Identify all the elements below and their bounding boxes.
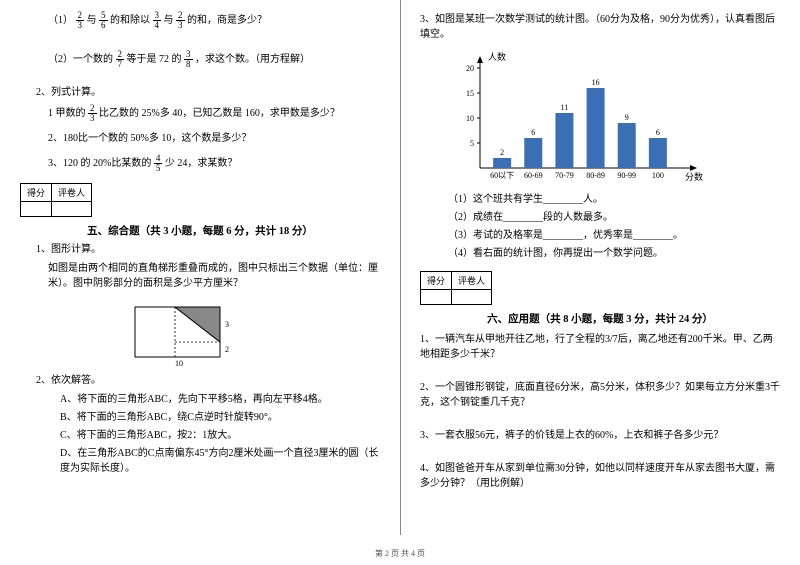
svg-text:60以下: 60以下 bbox=[490, 171, 514, 180]
right-column: 3、如图是某班一次数学测试的统计图。（60分为及格，90分为优秀），认真看图后填… bbox=[400, 0, 800, 565]
frac-4: 23 bbox=[176, 11, 185, 30]
s5-q2-c: C、将下面的三角形ABC，按2：1放大。 bbox=[60, 428, 380, 443]
svg-text:100: 100 bbox=[652, 171, 664, 180]
s5-q2: 2、依次解答。 bbox=[36, 373, 380, 388]
svg-text:80-89: 80-89 bbox=[586, 171, 605, 180]
s5-q1: 1、图形计算。 bbox=[36, 242, 380, 257]
s6-q1: 1、一辆汽车从甲地开往乙地，行了全程的3/7后，离乙地还有200千米。甲、乙两地… bbox=[420, 332, 780, 362]
svg-text:60-69: 60-69 bbox=[524, 171, 543, 180]
s6-q4: 4、如图爸爸开车从家到单位需30分钟，如他以同样速度开车从家去图书大厦，需多少分… bbox=[420, 461, 780, 491]
section-5-header: 得分评卷人 bbox=[20, 183, 380, 217]
q2-1-b: 比乙数的 25%多 40，已知乙数是 160，求甲数是多少？ bbox=[99, 108, 340, 119]
s6-q3: 3、一套衣服56元，裤子的价钱是上衣的60%，上衣和裤子各多少元？ bbox=[420, 428, 780, 443]
s5-q1-desc: 如图是由两个相同的直角梯形重叠而成的，图中只标出三个数据（单位：厘米）。图中阴影… bbox=[48, 261, 380, 291]
frac-1: 23 bbox=[76, 11, 85, 30]
svg-text:9: 9 bbox=[625, 113, 629, 122]
r-q3: 3、如图是某班一次数学测试的统计图。（60分为及格，90分为优秀），认真看图后填… bbox=[420, 12, 780, 42]
q2-3-b: 少 24，求某数？ bbox=[165, 158, 238, 169]
score-label-6: 得分 bbox=[421, 272, 452, 290]
s5-q2-d: D、在三角形ABC的C点南偏东45°方向2厘米处画一个直径3厘米的圆（长度为实际… bbox=[60, 446, 380, 476]
page-footer: 第 2 页 共 4 页 bbox=[0, 548, 800, 559]
svg-text:6: 6 bbox=[531, 128, 535, 137]
marker-label: 评卷人 bbox=[52, 184, 92, 202]
trap-label-1: 3 bbox=[225, 320, 229, 329]
svg-text:90-99: 90-99 bbox=[617, 171, 636, 180]
score-label: 得分 bbox=[21, 184, 52, 202]
q1-2-b: 等于是 72 的 bbox=[127, 54, 182, 65]
svg-text:15: 15 bbox=[466, 89, 474, 98]
q1-2-c: ，求这个数。（用方程解） bbox=[195, 54, 310, 65]
score-box-6: 得分评卷人 bbox=[420, 271, 492, 305]
r-q3-2: （2）成绩在________段的人数最多。 bbox=[448, 210, 780, 225]
r-q3-1: （1）这个班共有学生________人。 bbox=[448, 192, 780, 207]
frac-2: 56 bbox=[99, 11, 108, 30]
trapezoid-figure: 3 2 10 bbox=[120, 297, 240, 367]
svg-text:10: 10 bbox=[466, 114, 474, 123]
q1-1-b: 的和除以 bbox=[110, 15, 150, 26]
section-6-title: 六、应用题（共 8 小题，每题 3 分，共计 24 分） bbox=[420, 311, 780, 326]
svg-text:人数: 人数 bbox=[488, 51, 506, 62]
s5-q2-a: A、将下面的三角形ABC，先向下平移5格，再向左平移4格。 bbox=[60, 392, 380, 407]
score-box-5: 得分评卷人 bbox=[20, 183, 92, 217]
frac-5: 27 bbox=[116, 50, 125, 69]
q2-3-a: 3、120 的 20%比某数的 bbox=[48, 158, 151, 169]
q1-1-a: 与 bbox=[87, 15, 97, 26]
svg-text:11: 11 bbox=[561, 103, 569, 112]
q2: 2、列式计算。 bbox=[36, 85, 380, 100]
svg-text:6: 6 bbox=[656, 128, 660, 137]
s6-q2: 2、一个圆锥形钢锭，底面直径6分米，高5分米，体积多少？如果每立方分米重3千克，… bbox=[420, 380, 780, 410]
left-column: （1） 23 与 56 的和除以 34 与 23 的和，商是多少？ （2）一个数… bbox=[0, 0, 400, 565]
s5-q2-b: B、将下面的三角形ABC，绕C点逆时针旋转90°。 bbox=[60, 410, 380, 425]
frac-8: 45 bbox=[154, 154, 163, 173]
frac-7: 23 bbox=[88, 104, 97, 123]
q2-2: 2、180比一个数的 50%多 10，这个数是多少？ bbox=[48, 131, 380, 146]
q2-3: 3、120 的 20%比某数的 45 少 24，求某数？ bbox=[48, 154, 380, 173]
r-q3-4: （4）看右面的统计图，你再提出一个数学问题。 bbox=[448, 246, 780, 261]
trap-label-2: 2 bbox=[225, 345, 229, 354]
q1-1: （1） 23 与 56 的和除以 34 与 23 的和，商是多少？ bbox=[48, 11, 380, 30]
svg-text:分数: 分数 bbox=[685, 171, 703, 182]
frac-3: 34 bbox=[153, 11, 162, 30]
svg-text:20: 20 bbox=[466, 64, 474, 73]
svg-text:2: 2 bbox=[500, 148, 504, 157]
svg-text:16: 16 bbox=[592, 78, 600, 87]
svg-text:70-79: 70-79 bbox=[555, 171, 574, 180]
trap-label-3: 10 bbox=[175, 359, 183, 367]
q1-1-prefix: （1） bbox=[48, 15, 73, 26]
r-q3-3: （3）考试的及格率是________，优秀率是________。 bbox=[448, 228, 780, 243]
section-5-title: 五、综合题（共 3 小题，每题 6 分，共计 18 分） bbox=[20, 223, 380, 238]
bar-chart: 5 10 15 20 人数分数 2 60以下 6 60-69 11 70-79 16 80-89 9 90-… bbox=[450, 48, 710, 188]
q1-1-c: 与 bbox=[164, 15, 174, 26]
q1-2-a: （2）一个数的 bbox=[48, 54, 113, 65]
marker-label-6: 评卷人 bbox=[452, 272, 492, 290]
q2-1-a: 1 甲数的 bbox=[48, 108, 86, 119]
svg-text:5: 5 bbox=[470, 139, 474, 148]
q2-1: 1 甲数的 23 比乙数的 25%多 40，已知乙数是 160，求甲数是多少？ bbox=[48, 104, 380, 123]
section-6-header: 得分评卷人 bbox=[420, 271, 780, 305]
q1-2: （2）一个数的 27 等于是 72 的 38 ，求这个数。（用方程解） bbox=[48, 50, 380, 69]
frac-6: 38 bbox=[184, 50, 193, 69]
q1-1-d: 的和，商是多少？ bbox=[187, 15, 267, 26]
